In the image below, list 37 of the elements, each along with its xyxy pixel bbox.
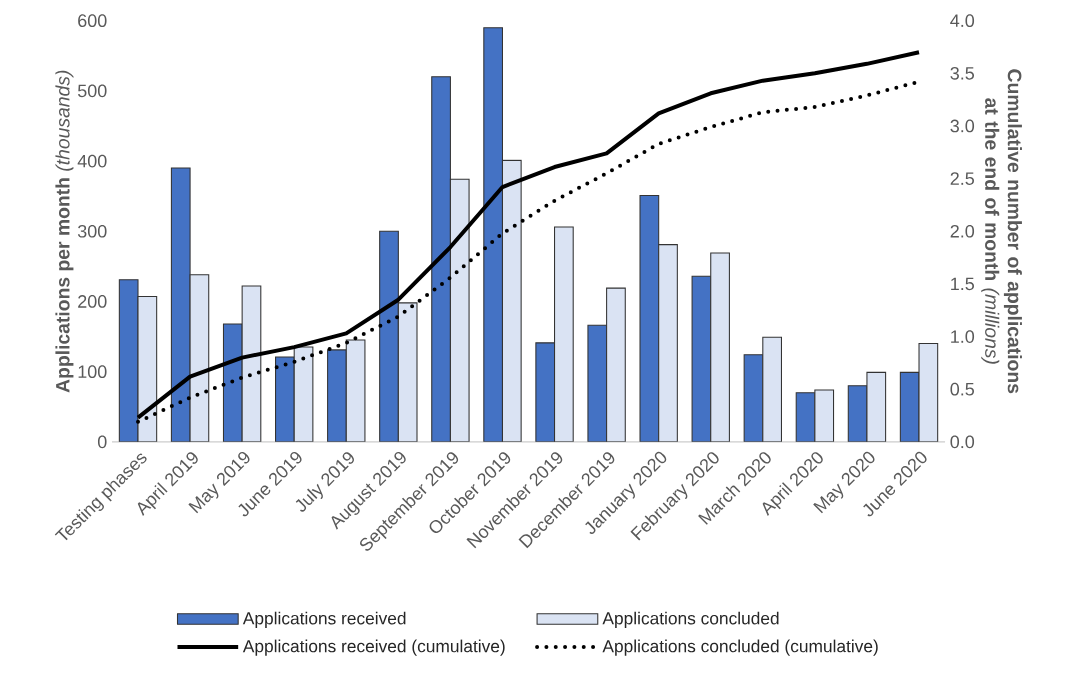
legend-label: Applications received (cumulative)	[242, 639, 505, 656]
y2-tick-label: 1.0	[951, 330, 975, 344]
y-tick-label: 300	[77, 225, 107, 238]
legend-label: Applications concluded (cumulative)	[602, 639, 878, 656]
y-tick-label: 600	[78, 14, 107, 28]
y-tick-label: 100	[78, 365, 107, 379]
y2-tick-label: 0.0	[950, 435, 975, 449]
bar	[743, 354, 764, 442]
y-tick-label: 200	[78, 295, 107, 308]
bar	[918, 343, 939, 442]
y2-tick-label: 3.0	[950, 119, 975, 133]
bar	[483, 27, 504, 442]
y2-tick-label: 1.5	[951, 277, 975, 291]
y-tick-label: 500	[77, 84, 107, 98]
y-tick-label: 0	[97, 435, 107, 449]
y2-tick-label: 0.5	[950, 382, 975, 396]
bar	[554, 226, 574, 442]
y2-tick-label: 2.5	[950, 172, 975, 186]
bar	[379, 230, 399, 442]
y2-tick-label: 3.5	[950, 67, 975, 80]
y-axis-title: Applications per month (thousands)	[55, 70, 74, 393]
bar	[639, 195, 660, 442]
bar	[606, 287, 626, 442]
y-tick-label: 400	[77, 154, 107, 168]
bar	[118, 279, 139, 442]
y2-tick-label: 4.0	[950, 14, 975, 28]
bar	[275, 356, 295, 442]
bar	[691, 275, 712, 442]
bar	[587, 324, 608, 442]
bar	[710, 252, 730, 442]
bar	[431, 76, 451, 442]
legend-label: Applications concluded	[602, 611, 779, 628]
y2-tick-label: 2.0	[950, 225, 975, 238]
bar	[658, 244, 678, 442]
bar	[762, 336, 783, 442]
bar	[327, 349, 347, 442]
legend-label: Applications received	[242, 611, 406, 628]
